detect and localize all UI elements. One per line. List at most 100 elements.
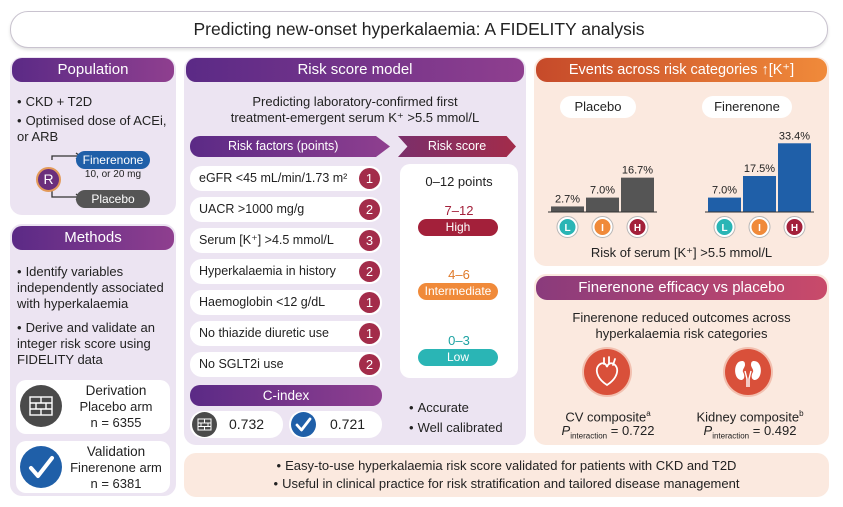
- brick-wall-glyph-small: [197, 418, 212, 431]
- risk-factor-points: 2: [359, 354, 380, 375]
- risk-factor-row: Serum [K⁺] >4.5 mmol/L 3: [190, 228, 382, 253]
- risk-factor-row: No SGLT2i use 2: [190, 352, 382, 377]
- title-bar: Predicting new-onset hyperkalaemia: A FI…: [10, 11, 828, 48]
- bar-finerenone-I: [743, 176, 776, 212]
- bar-finerenone-L: [708, 197, 741, 212]
- efficacy-panel: [534, 274, 829, 445]
- category-marker-ring: [783, 216, 806, 238]
- bar-value-label: 17.5%: [744, 163, 775, 175]
- risk-score-panel: [400, 164, 518, 378]
- category-marker-ring: [748, 216, 771, 238]
- checkmark-icon: [20, 446, 62, 488]
- kidney-icon: [725, 349, 771, 395]
- events-header: Events across risk categories ↑[K⁺]: [536, 58, 827, 82]
- low-badge: Low: [418, 349, 498, 366]
- methods-bullet-2-text: Derive and validate an integer risk scor…: [17, 320, 155, 367]
- derivation-n: n = 6355: [90, 415, 142, 430]
- risk-factor-points: 1: [359, 323, 380, 344]
- placebo-arm-badge: Placebo: [76, 190, 150, 208]
- checkmark-glyph: [29, 456, 54, 478]
- risk-factor-row: Haemoglobin <12 g/dL 1: [190, 290, 382, 315]
- population-header: Population: [12, 58, 174, 82]
- risk-factor-points: 1: [359, 292, 380, 313]
- cv-p-number: = 0.722: [610, 423, 655, 438]
- conclusion-1-text: Easy-to-use hyperkalaemia risk score val…: [285, 458, 737, 473]
- category-letter: I: [601, 223, 604, 234]
- category-marker: [627, 217, 648, 237]
- kidney-glyph: [735, 361, 761, 387]
- risk-factors-header: Risk factors (points): [190, 136, 390, 157]
- bar-value-label: 7.0%: [590, 185, 615, 197]
- bar-placebo-H: [621, 177, 654, 212]
- category-marker-ring: [556, 216, 579, 238]
- risk-factor-points: 2: [359, 199, 380, 220]
- kidney-p-sub: interaction: [712, 431, 750, 441]
- score-range: 0–12 points: [425, 174, 493, 189]
- risk-factors-header-label: Risk factors (points): [228, 139, 339, 153]
- risk-score-header: Risk score: [398, 136, 516, 157]
- heart-icon: [584, 349, 630, 395]
- risk-factor-label: Serum [K⁺] >4.5 mmol/L: [199, 233, 334, 247]
- category-letter: L: [564, 223, 570, 234]
- conclusion-2-text: Useful in clinical practice for risk str…: [282, 476, 740, 491]
- category-letter: I: [758, 223, 761, 234]
- population-panel: [10, 57, 176, 215]
- low-range: 0–3: [448, 333, 470, 348]
- bar-value-label: 7.0%: [712, 185, 737, 197]
- category-marker: [784, 217, 805, 237]
- category-marker-ring: [591, 216, 614, 238]
- risk-factor-label: UACR >1000 mg/g: [199, 202, 305, 216]
- cv-composite-label: CV compositea: [552, 406, 664, 425]
- placebo-group-label: Placebo: [560, 96, 636, 118]
- category-marker: [592, 217, 613, 237]
- category-marker-ring: [713, 216, 736, 238]
- cv-p-letter: P: [561, 423, 571, 438]
- kidney-composite-label: Kidney compositeb: [688, 406, 812, 425]
- population-bullet-2: Optimised dose of ACEi, or ARB: [17, 113, 173, 145]
- high-badge: High: [418, 219, 498, 236]
- methods-header: Methods: [12, 226, 174, 250]
- category-marker: [557, 217, 578, 237]
- intermediate-range: 4–6: [448, 267, 470, 282]
- checkmark-glyph-small: [295, 417, 312, 432]
- brick-wall-icon: [192, 412, 217, 437]
- randomise-icon: R: [36, 167, 61, 192]
- risk-score-header-label: Risk score: [427, 139, 487, 153]
- conclusion-2: Useful in clinical practice for risk str…: [184, 476, 829, 492]
- events-bar-chart: 2.7% L 7.0% I 16.7% H 7.0% L 17.5% I 33.4% H: [548, 130, 814, 238]
- cv-p-value: Pinteraction = 0.722: [552, 423, 664, 445]
- note-calibrated: Well calibrated: [409, 420, 519, 436]
- risk-factor-points: 1: [359, 168, 380, 189]
- risk-factor-row: No thiazide diuretic use 1: [190, 321, 382, 346]
- derivation-title: Derivation: [85, 383, 147, 398]
- events-xlabel: Risk of serum [K⁺] >5.5 mmol/L: [590, 245, 773, 260]
- population-bullet-2-text: Optimised dose of ACEi, or ARB: [17, 113, 167, 144]
- risk-factor-row: eGFR <45 mL/min/1.73 m² 1: [190, 166, 382, 191]
- cv-composite-text: CV composite: [565, 409, 647, 425]
- cv-p-sub: interaction: [570, 431, 608, 441]
- category-marker: [749, 217, 770, 237]
- validation-arm: Finerenone arm: [70, 460, 162, 475]
- risk-factor-label: No SGLT2i use: [199, 357, 284, 371]
- category-marker-ring: [626, 216, 649, 238]
- cv-composite-sup: a: [646, 409, 651, 418]
- category-marker: [714, 217, 735, 237]
- derivation-arm: Placebo arm: [79, 399, 153, 414]
- risk-factor-row: Hyperkalaemia in history 2: [190, 259, 382, 284]
- randomise-letter: R: [43, 171, 54, 187]
- category-letter: L: [721, 223, 727, 234]
- kidney-composite-sup: b: [799, 409, 804, 418]
- kidney-p-number: = 0.492: [752, 423, 797, 438]
- risk-model-header: Risk score model: [186, 58, 524, 82]
- finerenone-arm-badge: Finerenone: [76, 151, 150, 169]
- risk-factor-label: Hyperkalaemia in history: [199, 264, 336, 278]
- brick-wall-glyph: [29, 396, 53, 416]
- note-accurate: Accurate: [409, 400, 519, 416]
- brick-wall-icon: [20, 385, 62, 427]
- cindex-validation-value: 0.721: [330, 416, 366, 432]
- conclusion-1: Easy-to-use hyperkalaemia risk score val…: [184, 458, 829, 474]
- kidney-p-value: Pinteraction = 0.492: [688, 423, 812, 445]
- efficacy-subtitle-2: hyperkalaemia risk categories: [595, 326, 768, 341]
- bar-placebo-L: [551, 206, 584, 212]
- cindex-header: C-index: [190, 385, 382, 406]
